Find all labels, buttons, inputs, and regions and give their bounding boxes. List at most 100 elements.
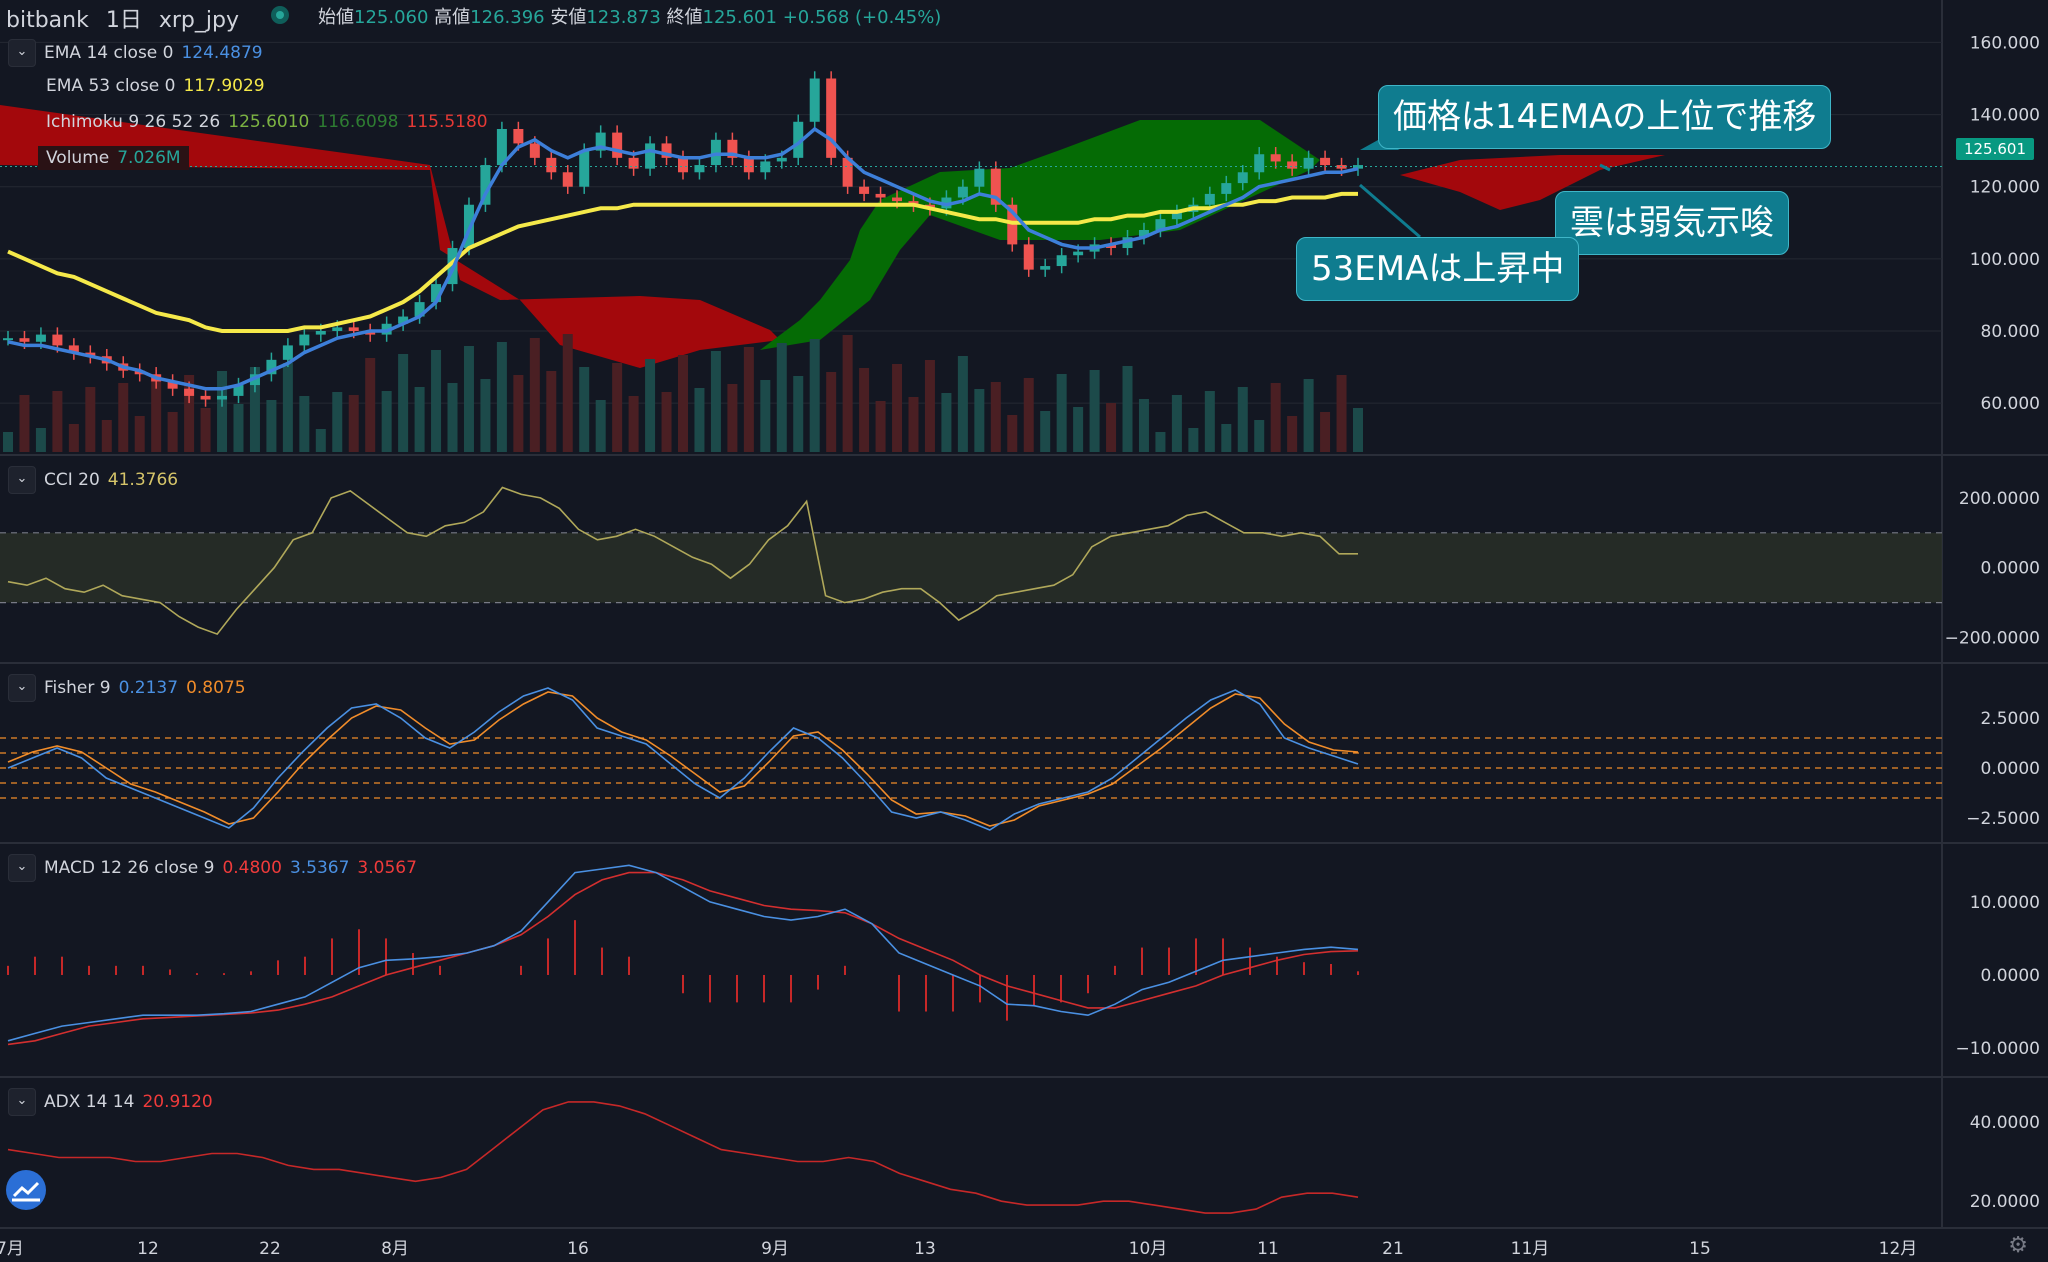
volume-bar [743,347,754,452]
ichimoku-value-1: 125.6010 [228,112,310,132]
volume-bar [1204,391,1215,452]
volume-bar [628,396,639,452]
volume-bar [52,391,63,452]
high-label: 高値 [434,7,471,28]
volume-bar [35,428,46,452]
ema14-line [7,126,1359,391]
interval-label[interactable]: 1日 [105,8,142,33]
volume-bar [529,338,540,452]
annotation-price-above-ema[interactable]: 価格は14EMAの上位で推移 [1378,85,1832,149]
time-axis-tick: 11 [1257,1239,1279,1259]
candle-body [809,78,820,122]
volume-bar [118,383,129,452]
legend-fisher: ⌄ Fisher 9 0.2137 0.8075 [8,674,246,702]
volume-bar [1287,416,1298,452]
cci-value: 41.3766 [107,470,179,490]
candle-body [266,359,277,375]
volume-bar [1320,412,1331,452]
volume-bar [990,382,1001,452]
candle-body [282,345,293,360]
collapse-chevron-icon[interactable]: ⌄ [8,466,36,494]
candle-body [513,128,524,144]
volume-bar [694,388,705,452]
volume-bar [68,424,79,452]
volume-bar [381,391,392,452]
candle-body [595,132,606,151]
annotation-ema53-rising[interactable]: 53EMAは上昇中 [1296,237,1580,301]
volume-bar [299,396,310,452]
volume-bar [974,389,985,452]
cci-line [7,486,1358,636]
time-axis-tick: 9月 [761,1239,789,1259]
low-value: 123.873 [586,7,661,28]
price-axis-tick: 160.000 [1970,33,2040,53]
volume-bar [233,404,244,452]
volume-bar [842,335,853,452]
collapse-chevron-icon[interactable]: ⌄ [8,674,36,702]
collapse-chevron-icon[interactable]: ⌄ [8,854,36,882]
volume-bar [167,412,178,452]
volume-bar [217,371,228,452]
candle-body [974,168,985,187]
candle-body [661,143,672,158]
candle-body [1237,172,1248,184]
change-value: +0.568 (+0.45%) [782,7,942,28]
time-axis-tick: 21 [1382,1239,1404,1259]
volume-bar [3,432,13,452]
collapse-chevron-icon[interactable]: ⌄ [8,39,36,67]
macd-value-3: 3.0567 [357,858,417,878]
cci-label: CCI 20 [44,470,100,490]
candle-body [480,165,491,205]
volume-bar [1353,408,1363,452]
candle-body [1122,237,1133,249]
volume-bar [1089,370,1100,452]
legend-cci: ⌄ CCI 20 41.3766 [8,466,178,494]
candle-body [727,139,738,158]
ichimoku-value-3: 115.5180 [406,112,488,132]
volume-bar [184,375,195,452]
candle-body [1023,244,1034,270]
volume-bar [496,342,507,452]
ema53-line [7,191,1358,333]
volume-bar [645,359,656,452]
candle-body [628,157,639,169]
callout-pointer [1599,163,1611,172]
candle-body [1320,157,1331,166]
candle-body [1204,193,1215,205]
candle-body [184,388,195,396]
settings-gear-icon[interactable]: ⚙ [2008,1233,2028,1258]
volume-bar [1122,366,1133,452]
volume-bar [1303,379,1314,452]
candle-body [957,186,968,198]
candle-body [793,121,804,158]
annotation-cloud-bearish[interactable]: 雲は弱気示唆 [1555,191,1789,255]
volume-bar [1138,399,1149,452]
macd-axis-tick: 0.0000 [1981,966,2040,986]
ema14-label: EMA 14 close 0 [44,43,174,63]
candle-body [52,334,63,346]
time-axis-tick: 12月 [1879,1239,1918,1259]
collapse-chevron-icon[interactable]: ⌄ [8,1088,36,1116]
macd-label: MACD 12 26 close 9 [44,858,215,878]
fisher-value-2: 0.8075 [186,678,246,698]
legend-macd: ⌄ MACD 12 26 close 9 0.4800 3.5367 3.056… [8,854,417,882]
volume-bar [875,401,886,452]
candle-body [1106,244,1117,249]
symbol-label[interactable]: xrp_jpy [158,8,239,33]
legend-volume: Volume 7.026M [38,146,189,170]
volume-bar [546,371,557,452]
volume-bar [513,375,524,452]
candle-body [299,334,310,346]
time-axis-tick: 15 [1689,1239,1711,1259]
header-title: bitbank 1日 xrp_jpy [6,2,239,34]
tradingview-logo-icon[interactable] [6,1170,46,1210]
time-axis-tick: 12 [137,1239,159,1259]
volume-bar [134,416,145,452]
volume-bar [710,351,721,452]
volume-bar [1171,395,1182,452]
open-value: 125.060 [354,7,429,28]
candle-body [19,338,30,342]
ohlc-readout: 始値125.060 高値126.396 安値123.873 終値125.601 … [318,3,941,29]
candle-body [892,197,903,202]
